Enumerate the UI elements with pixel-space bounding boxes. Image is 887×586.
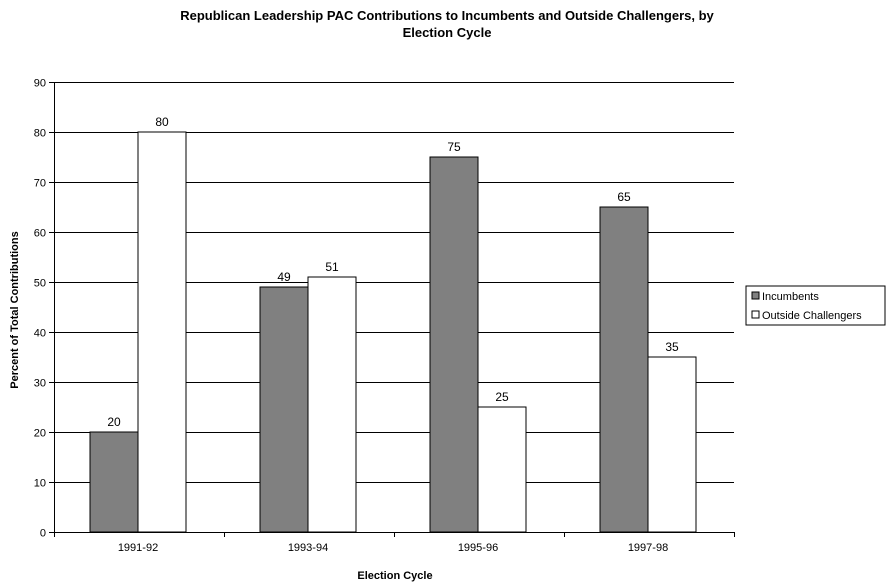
data-label-incumbents-1991-92: 20	[107, 415, 121, 429]
x-tick-label-1991-92: 1991-92	[118, 542, 158, 554]
y-axis-title: Percent of Total Contributions	[9, 231, 21, 388]
legend-frame	[745, 285, 886, 326]
legend-swatch-outside-challengers	[751, 310, 760, 319]
y-tick-label-0: 0	[40, 528, 46, 540]
y-tick-label-70: 70	[34, 178, 46, 190]
axes: 0 10 20 30 40 50 60 70 80 90 1991-92 1993-94 1995-96…	[34, 78, 735, 554]
x-axis-title: Election Cycle	[357, 570, 432, 582]
y-tick-label-40: 40	[34, 328, 46, 340]
x-tick-label-1995-96: 1995-96	[458, 542, 498, 554]
data-label-incumbents-1995-96: 75	[447, 140, 461, 154]
bar-outside-challengers-1991-92	[137, 131, 187, 533]
data-label-outside-challengers-1995-96: 25	[495, 390, 509, 404]
bar-incumbents-1995-96	[429, 156, 479, 533]
data-label-incumbents-1997-98: 65	[617, 190, 631, 204]
y-tick-label-20: 20	[34, 428, 46, 440]
y-tick-label-10: 10	[34, 478, 46, 490]
bar-incumbents-1993-94	[259, 286, 309, 533]
legend-swatch-incumbents	[751, 291, 760, 300]
y-tick-label-80: 80	[34, 128, 46, 140]
x-tick-label-1997-98: 1997-98	[628, 542, 668, 554]
legend: Incumbents Outside Challengers	[745, 285, 886, 326]
data-label-outside-challengers-1993-94: 51	[325, 260, 339, 274]
bar-incumbents-1997-98	[599, 206, 649, 533]
data-label-outside-challengers-1991-92: 80	[155, 115, 169, 129]
chart-title-line-1: Republican Leadership PAC Contributions …	[180, 8, 714, 23]
y-tick-label-50: 50	[34, 278, 46, 290]
y-tick-label-60: 60	[34, 228, 46, 240]
bar-outside-challengers-1997-98	[647, 356, 697, 533]
bar-outside-challengers-1993-94	[307, 276, 357, 533]
data-label-incumbents-1993-94: 49	[277, 270, 291, 284]
legend-label-outside-challengers: Outside Challengers	[762, 310, 862, 322]
bars	[89, 131, 697, 533]
chart-title: Republican Leadership PAC Contributions …	[180, 8, 714, 40]
data-label-outside-challengers-1997-98: 35	[665, 340, 679, 354]
data-labels: 20 80 49 51 75 25 65 35	[107, 115, 679, 429]
chart-title-line-2: Election Cycle	[403, 25, 492, 40]
x-tick-label-1993-94: 1993-94	[288, 542, 328, 554]
bar-incumbents-1991-92	[89, 431, 139, 533]
y-tick-label-30: 30	[34, 378, 46, 390]
bar-outside-challengers-1995-96	[477, 406, 527, 533]
legend-label-incumbents: Incumbents	[762, 291, 819, 303]
y-tick-label-90: 90	[34, 78, 46, 90]
